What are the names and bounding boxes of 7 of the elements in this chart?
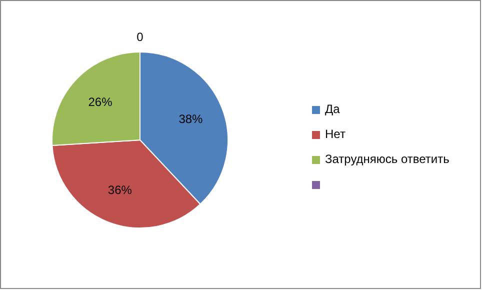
- legend-label: Да: [325, 102, 340, 116]
- data-label: 36%: [108, 182, 132, 197]
- data-label: 26%: [88, 94, 113, 109]
- data-label: 38%: [178, 112, 204, 126]
- text: 0: [136, 30, 144, 44]
- legend-label: Нет: [325, 127, 346, 142]
- legend-label: Затрудняюсь ответить: [325, 152, 450, 166]
